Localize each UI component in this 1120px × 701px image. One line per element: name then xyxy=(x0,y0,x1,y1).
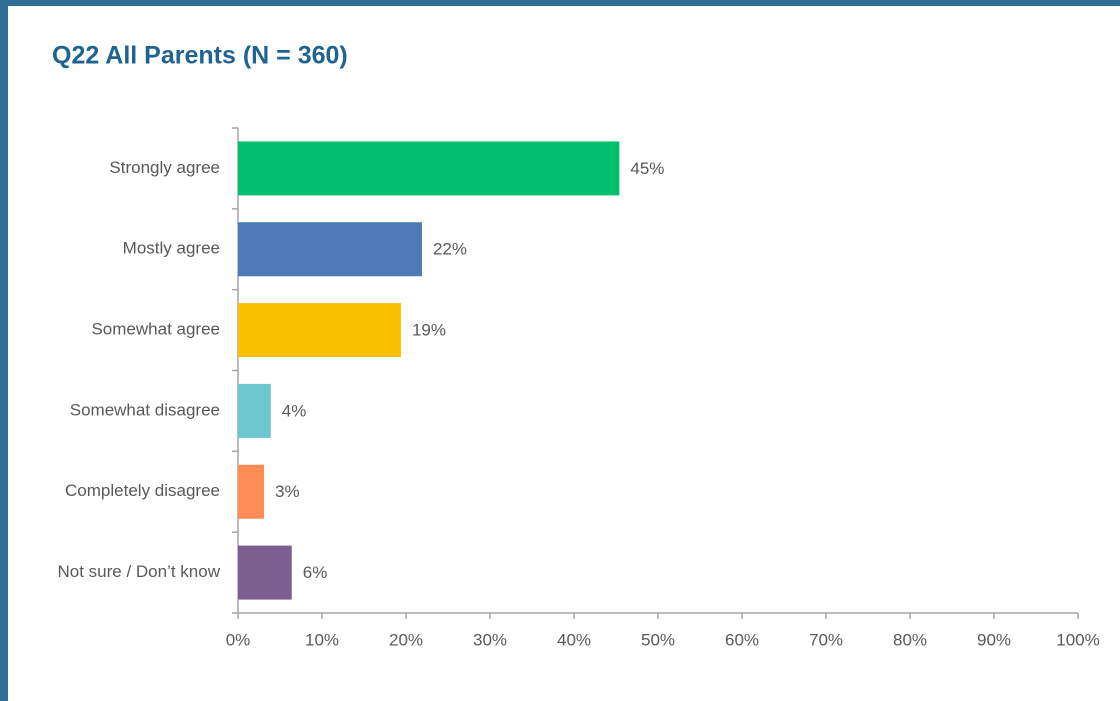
x-tick-label: 50% xyxy=(641,630,675,649)
x-tick-label: 0% xyxy=(226,630,251,649)
value-label: 4% xyxy=(282,401,307,420)
chart-title: Q22 All Parents (N = 360) xyxy=(52,42,348,70)
x-tick-label: 70% xyxy=(809,630,843,649)
y-tick-label: Somewhat agree xyxy=(91,320,220,339)
x-tick-label: 40% xyxy=(557,630,591,649)
x-tick-label: 10% xyxy=(305,630,339,649)
value-label: 3% xyxy=(275,482,300,501)
bar xyxy=(238,222,422,277)
x-tick-label: 100% xyxy=(1056,630,1099,649)
y-tick-label: Completely disagree xyxy=(65,481,220,500)
frame-top xyxy=(0,0,1120,6)
y-tick-label: Not sure / Don’t know xyxy=(57,562,220,581)
value-label: 22% xyxy=(433,240,467,259)
value-label: 6% xyxy=(303,563,328,582)
bar xyxy=(238,303,401,358)
y-tick-label: Somewhat disagree xyxy=(70,400,220,419)
bar xyxy=(238,383,271,438)
x-tick-label: 80% xyxy=(893,630,927,649)
frame-left xyxy=(0,0,8,701)
x-tick-label: 30% xyxy=(473,630,507,649)
bar xyxy=(238,545,292,600)
bar xyxy=(238,464,265,519)
x-tick-label: 60% xyxy=(725,630,759,649)
value-label: 45% xyxy=(630,159,664,178)
bar xyxy=(238,141,620,196)
x-tick-label: 20% xyxy=(389,630,423,649)
x-tick-label: 90% xyxy=(977,630,1011,649)
y-tick-label: Strongly agree xyxy=(109,158,220,177)
y-tick-label: Mostly agree xyxy=(123,239,220,258)
value-label: 19% xyxy=(412,321,446,340)
